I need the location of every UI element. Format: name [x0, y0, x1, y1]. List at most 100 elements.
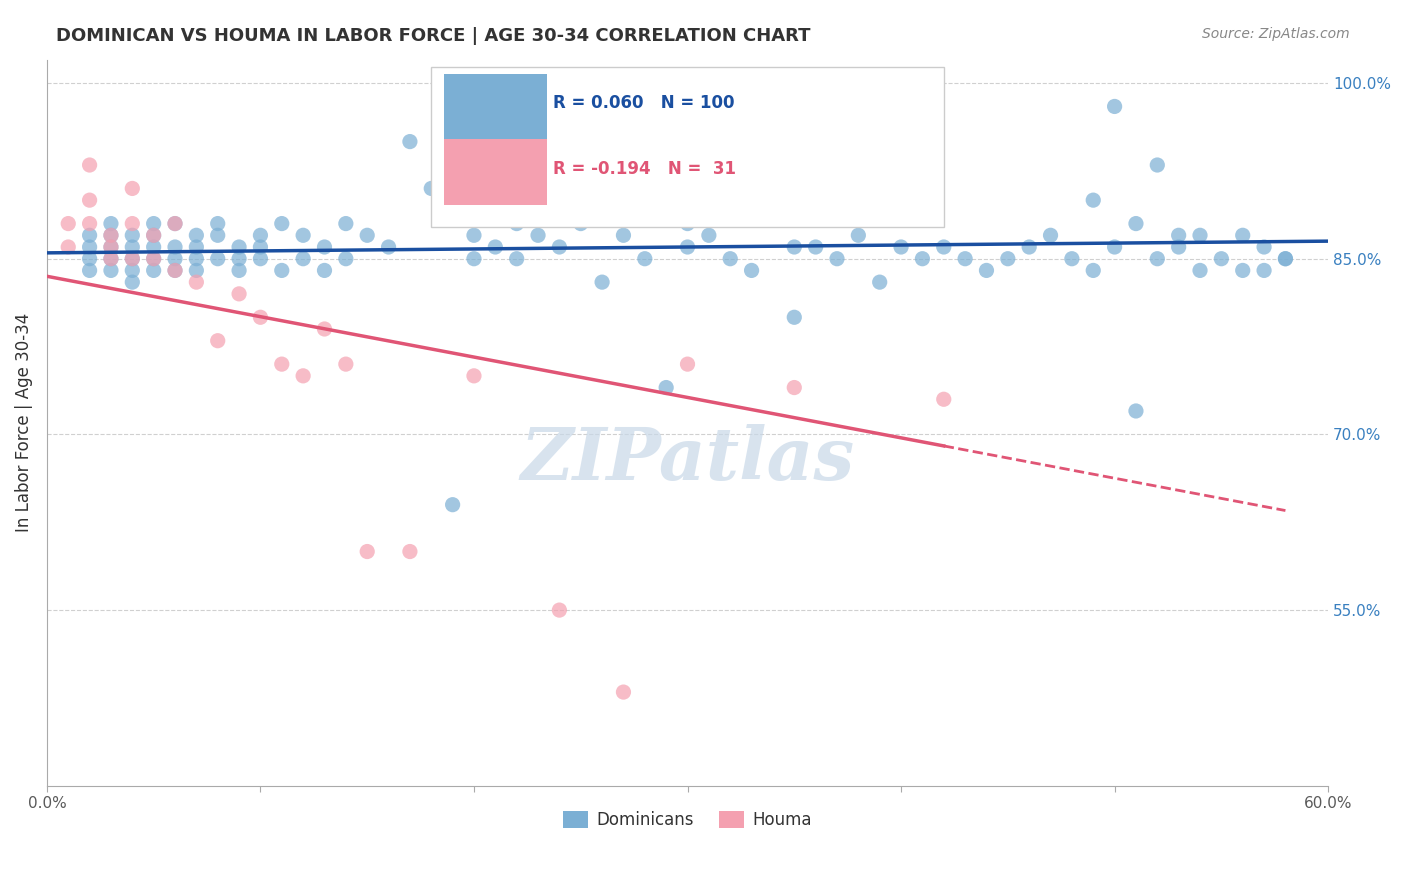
Point	[100, 217, 122, 231]
Point	[976, 263, 998, 277]
Point	[249, 310, 271, 325]
Point	[186, 275, 208, 289]
Point	[292, 252, 315, 266]
Point	[186, 228, 208, 243]
Point	[207, 228, 229, 243]
Point	[463, 252, 485, 266]
Point	[142, 252, 165, 266]
Point	[186, 252, 208, 266]
Point	[163, 240, 186, 254]
Point	[1188, 263, 1211, 277]
Point	[997, 252, 1019, 266]
Point	[1146, 252, 1168, 266]
Point	[292, 228, 315, 243]
Point	[121, 240, 143, 254]
Point	[569, 217, 592, 231]
Point	[676, 217, 699, 231]
Point	[591, 275, 613, 289]
Point	[79, 193, 101, 207]
Point	[58, 240, 80, 254]
Point	[270, 217, 292, 231]
Point	[121, 217, 143, 231]
Point	[1104, 240, 1126, 254]
Point	[163, 263, 186, 277]
Point	[79, 217, 101, 231]
Text: R = 0.060   N = 100: R = 0.060 N = 100	[553, 95, 734, 112]
Point	[121, 252, 143, 266]
Point	[100, 252, 122, 266]
Point	[228, 286, 250, 301]
Point	[142, 217, 165, 231]
Point	[249, 240, 271, 254]
Point	[335, 217, 357, 231]
Text: DOMINICAN VS HOUMA IN LABOR FORCE | AGE 30-34 CORRELATION CHART: DOMINICAN VS HOUMA IN LABOR FORCE | AGE …	[56, 27, 811, 45]
Point	[100, 228, 122, 243]
Point	[890, 240, 912, 254]
Point	[655, 380, 678, 394]
Point	[1167, 228, 1189, 243]
Point	[163, 263, 186, 277]
Point	[121, 275, 143, 289]
Point	[79, 240, 101, 254]
Point	[228, 263, 250, 277]
Point	[484, 240, 506, 254]
Point	[1083, 263, 1105, 277]
Point	[825, 252, 848, 266]
Point	[911, 252, 934, 266]
Point	[270, 357, 292, 371]
Point	[420, 181, 443, 195]
Point	[121, 263, 143, 277]
Point	[121, 252, 143, 266]
Point	[953, 252, 976, 266]
Point	[100, 240, 122, 254]
Point	[869, 275, 891, 289]
Point	[335, 252, 357, 266]
Point	[314, 263, 336, 277]
Point	[314, 322, 336, 336]
Point	[676, 357, 699, 371]
Point	[121, 228, 143, 243]
Point	[356, 544, 378, 558]
Point	[741, 263, 763, 277]
Point	[142, 252, 165, 266]
Point	[79, 252, 101, 266]
Point	[163, 217, 186, 231]
Legend: Dominicans, Houma: Dominicans, Houma	[557, 804, 818, 836]
Point	[718, 252, 741, 266]
Point	[1146, 158, 1168, 172]
Point	[1188, 228, 1211, 243]
Point	[527, 228, 550, 243]
Point	[612, 685, 634, 699]
Point	[932, 392, 955, 407]
Point	[207, 334, 229, 348]
Point	[142, 263, 165, 277]
Point	[100, 228, 122, 243]
Point	[142, 228, 165, 243]
Point	[228, 240, 250, 254]
Point	[100, 252, 122, 266]
Point	[441, 498, 464, 512]
Point	[783, 240, 806, 254]
Point	[207, 217, 229, 231]
Point	[676, 240, 699, 254]
Point	[142, 240, 165, 254]
Point	[58, 217, 80, 231]
Point	[1232, 263, 1254, 277]
Point	[249, 252, 271, 266]
Point	[207, 252, 229, 266]
Y-axis label: In Labor Force | Age 30-34: In Labor Force | Age 30-34	[15, 313, 32, 533]
Point	[399, 544, 422, 558]
Point	[1083, 193, 1105, 207]
Point	[79, 263, 101, 277]
Point	[804, 240, 827, 254]
Point	[1211, 252, 1233, 266]
Point	[100, 263, 122, 277]
Point	[270, 263, 292, 277]
Point	[399, 135, 422, 149]
Point	[548, 240, 571, 254]
Point	[1232, 228, 1254, 243]
Point	[121, 181, 143, 195]
Point	[1125, 217, 1147, 231]
Point	[1060, 252, 1083, 266]
FancyBboxPatch shape	[432, 67, 943, 227]
